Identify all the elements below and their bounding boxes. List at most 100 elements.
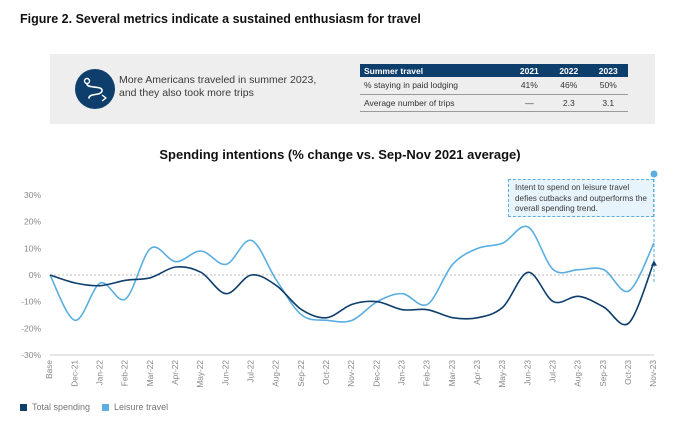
total-spending-point <box>502 306 503 307</box>
total-spending-point <box>452 317 453 318</box>
leisure-travel-point <box>528 226 529 227</box>
total-spending-point <box>402 309 403 310</box>
travel-route-icon <box>75 69 115 109</box>
leisure-travel-point <box>226 264 227 265</box>
table-header-row: Summer travel 2021 2022 2023 <box>360 64 628 77</box>
leisure-travel-point <box>427 304 428 305</box>
table-cell: 2.3 <box>549 94 589 112</box>
legend-item-total-spending: Total spending <box>20 402 90 412</box>
total-spending-arrow <box>651 260 657 266</box>
x-tick-label: Base <box>44 360 54 379</box>
leisure-travel-point <box>175 261 176 262</box>
table-cell: % staying in paid lodging <box>360 77 510 95</box>
table-cell: Average number of trips <box>360 94 510 112</box>
table-header: Summer travel <box>360 64 510 77</box>
x-tick-label: Sep-22 <box>296 360 306 387</box>
total-spending-point <box>226 293 227 294</box>
legend-label: Total spending <box>32 402 91 412</box>
total-spending-point <box>528 272 529 273</box>
x-tick-label: Dec-22 <box>371 360 381 387</box>
total-spending-point <box>427 309 428 310</box>
leisure-travel-point <box>502 242 503 243</box>
table-cell: 46% <box>549 77 589 95</box>
table-header: 2022 <box>549 64 589 77</box>
x-tick-label: Jul-23 <box>548 360 558 383</box>
total-spending-point <box>578 296 579 297</box>
x-tick-label: Aug-22 <box>271 360 281 387</box>
table-header: 2021 <box>509 64 550 77</box>
summary-panel: More Americans traveled in summer 2023, … <box>50 54 655 124</box>
x-tick-label: Jul-22 <box>246 360 256 383</box>
leisure-travel-point <box>326 320 327 321</box>
panel-text: More Americans traveled in summer 2023, … <box>119 74 317 99</box>
x-tick-label: Mar-23 <box>447 360 457 387</box>
leisure-travel-point <box>477 248 478 249</box>
total-spending-point <box>553 301 554 302</box>
y-tick-label: -30% <box>21 350 41 360</box>
total-spending-point <box>477 317 478 318</box>
x-tick-label: May-22 <box>195 360 205 388</box>
leisure-travel-point <box>150 248 151 249</box>
leisure-travel-point <box>75 320 76 321</box>
y-tick-label: 20% <box>24 217 41 227</box>
annotation-dot <box>650 170 658 178</box>
leisure-travel-point <box>578 269 579 270</box>
x-tick-label: Sep-23 <box>598 360 608 387</box>
x-tick-label: Feb-23 <box>422 360 432 387</box>
legend-swatch <box>20 403 27 411</box>
x-tick-label: Jun-22 <box>220 360 230 386</box>
leisure-travel-line <box>49 225 655 323</box>
y-tick-label: 10% <box>24 243 41 253</box>
leisure-travel-point <box>125 298 126 299</box>
total-spending-point <box>628 322 629 323</box>
leisure-travel-point <box>402 293 403 294</box>
leisure-travel-point <box>276 280 277 281</box>
y-tick-label: 30% <box>24 190 41 200</box>
leisure-travel-point <box>351 320 352 321</box>
figure-title: Figure 2. Several metrics indicate a sus… <box>20 12 421 26</box>
total-spending-point <box>251 274 252 275</box>
total-spending-point <box>276 285 277 286</box>
x-tick-label: Jan-23 <box>397 360 407 386</box>
x-tick-label: Apr-23 <box>472 360 482 385</box>
total-spending-line <box>49 261 655 326</box>
y-tick-label: -10% <box>21 297 41 307</box>
leisure-travel-point <box>603 269 604 270</box>
leisure-travel-point <box>251 240 252 241</box>
total-spending-point <box>200 272 201 273</box>
leisure-travel-point <box>628 290 629 291</box>
y-tick-label: 0% <box>29 270 42 280</box>
leisure-travel-point <box>100 282 101 283</box>
table-row: Average number of trips — 2.3 3.1 <box>360 94 628 112</box>
total-spending-point <box>351 304 352 305</box>
leisure-travel-point <box>452 264 453 265</box>
table-header: 2023 <box>588 64 628 77</box>
leisure-travel-point <box>553 269 554 270</box>
total-spending-point <box>326 317 327 318</box>
table-cell: — <box>509 94 550 112</box>
x-tick-label: Jun-23 <box>522 360 532 386</box>
x-tick-label: Oct-23 <box>623 360 633 385</box>
legend-label: Leisure travel <box>114 402 169 412</box>
x-tick-label: Apr-22 <box>170 360 180 385</box>
x-tick-label: Nov-22 <box>346 360 356 387</box>
summer-travel-table: Summer travel 2021 2022 2023 % staying i… <box>360 64 628 112</box>
table-cell: 50% <box>588 77 628 95</box>
chart-title: Spending intentions (% change vs. Sep-No… <box>159 147 521 162</box>
x-tick-label: Nov-23 <box>648 360 658 387</box>
total-spending-point <box>175 266 176 267</box>
table-row: % staying in paid lodging 41% 46% 50% <box>360 77 628 95</box>
total-spending-point <box>377 301 378 302</box>
x-tick-label: Mar-22 <box>145 360 155 387</box>
leisure-travel-point <box>653 242 654 243</box>
total-spending-point <box>603 306 604 307</box>
x-tick-label: May-23 <box>497 360 507 388</box>
leisure-travel-point <box>301 314 302 315</box>
total-spending-point <box>125 280 126 281</box>
x-tick-label: Feb-22 <box>120 360 130 387</box>
x-tick-label: Aug-23 <box>573 360 583 387</box>
x-tick-label: Jan-22 <box>95 360 105 386</box>
leisure-travel-point <box>200 250 201 251</box>
table-cell: 41% <box>509 77 550 95</box>
